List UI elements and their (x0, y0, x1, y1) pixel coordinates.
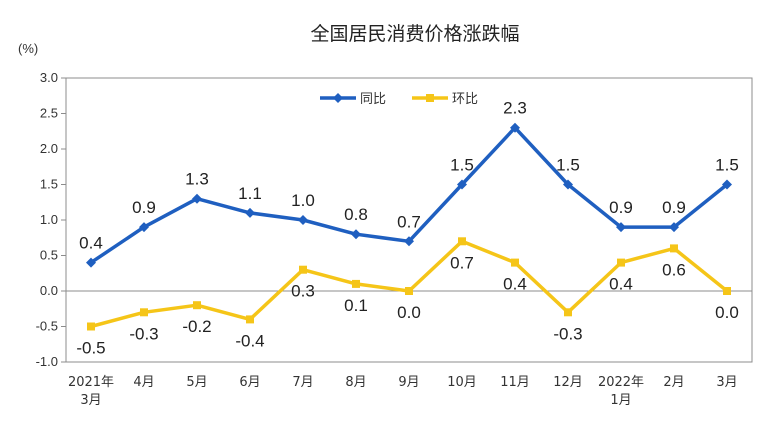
legend-marker (426, 94, 434, 102)
data-label: 1.5 (715, 156, 739, 175)
data-point (352, 279, 360, 288)
x-tick-label: 2022年 (598, 375, 644, 390)
data-point (139, 222, 149, 233)
data-label: 0.9 (609, 198, 633, 217)
data-label: 1.0 (291, 191, 315, 210)
data-label: 1.3 (185, 170, 209, 189)
data-label: 0.6 (662, 260, 686, 279)
data-label: 1.1 (238, 184, 262, 203)
data-point (458, 237, 466, 246)
data-label: 0.3 (291, 282, 315, 301)
y-tick-label: -1.0 (36, 354, 58, 369)
data-label: -0.4 (235, 331, 264, 350)
data-label: -0.3 (129, 324, 158, 343)
y-tick-label: 0.0 (40, 283, 58, 298)
data-point (192, 193, 202, 204)
data-point (670, 244, 678, 253)
x-tick-label: 3月 (80, 393, 101, 408)
y-tick-label: 2.0 (40, 141, 58, 156)
data-label: 0.4 (503, 275, 527, 294)
x-tick-label: 9月 (398, 375, 419, 390)
data-point (140, 308, 148, 317)
data-label: 0.1 (344, 296, 368, 315)
data-point (457, 179, 467, 190)
data-point (351, 229, 361, 240)
x-tick-label: 8月 (345, 375, 366, 390)
data-label: 0.9 (662, 198, 686, 217)
data-point (299, 265, 307, 274)
data-point (617, 258, 625, 267)
x-tick-label: 3月 (716, 375, 737, 390)
legend-marker (333, 93, 343, 103)
data-label: 1.5 (556, 156, 580, 175)
x-tick-label: 7月 (292, 375, 313, 390)
chart-title: 全国居民消费价格涨跌幅 (310, 23, 519, 45)
data-label: 0.7 (450, 253, 474, 272)
data-point (722, 179, 732, 190)
data-point (723, 287, 731, 295)
data-label: 0.9 (132, 198, 156, 217)
y-tick-label: 3.0 (40, 70, 58, 85)
data-label: 0.0 (397, 303, 421, 322)
x-tick-label: 10月 (447, 375, 477, 390)
data-point (564, 308, 572, 317)
axes: -1.0 -0.5 0.0 0.5 1.0 1.5 2.0 2.5 3.0 2021年 3月 4月 5月… (36, 70, 752, 408)
data-point (510, 122, 520, 133)
data-label: -0.2 (182, 317, 211, 336)
y-tick-label: 0.5 (40, 248, 58, 263)
data-point (246, 315, 254, 324)
x-tick-label: 11月 (500, 375, 530, 390)
data-point (511, 258, 519, 267)
data-labels: 0.4 0.9 1.3 1.1 1.0 0.8 0.7 1.5 2.3 1.5 0.9 0.9 1.5 -… (76, 99, 738, 358)
y-tick-label: -0.5 (36, 319, 58, 334)
x-tick-label: 6月 (239, 375, 260, 390)
x-tick-label: 12月 (553, 375, 583, 390)
y-tick-label: 2.5 (40, 106, 58, 121)
data-label: 0.7 (397, 212, 421, 231)
y-axis-unit-label: (%) (18, 41, 38, 56)
y-tick-label: 1.5 (40, 177, 58, 192)
x-tick-label: 2月 (663, 375, 684, 390)
x-tick-label: 4月 (133, 375, 154, 390)
data-label: 0.8 (344, 205, 368, 224)
data-label: 0.4 (609, 275, 633, 294)
data-point (563, 179, 573, 190)
data-label: 0.4 (79, 234, 103, 253)
data-label: -0.5 (76, 339, 105, 358)
data-point (298, 215, 308, 225)
legend: 同比 环比 (320, 92, 478, 107)
data-point (86, 257, 96, 268)
y-tick-label: 1.0 (40, 212, 58, 227)
x-tick-label: 2021年 (68, 375, 114, 390)
data-label: 0.0 (715, 303, 739, 322)
data-point (405, 287, 413, 295)
data-point (245, 207, 255, 218)
data-point (193, 301, 201, 310)
legend-label: 环比 (452, 92, 478, 107)
series-layer (86, 122, 732, 331)
legend-label: 同比 (360, 92, 386, 107)
x-tick-label: 5月 (186, 375, 207, 390)
data-label: 1.5 (450, 156, 474, 175)
data-point (404, 236, 414, 247)
data-label: -0.3 (553, 324, 582, 343)
data-point (616, 222, 626, 233)
data-point (87, 322, 95, 331)
x-tick-label: 1月 (610, 393, 631, 408)
data-label: 2.3 (503, 99, 527, 118)
data-point (669, 222, 679, 233)
